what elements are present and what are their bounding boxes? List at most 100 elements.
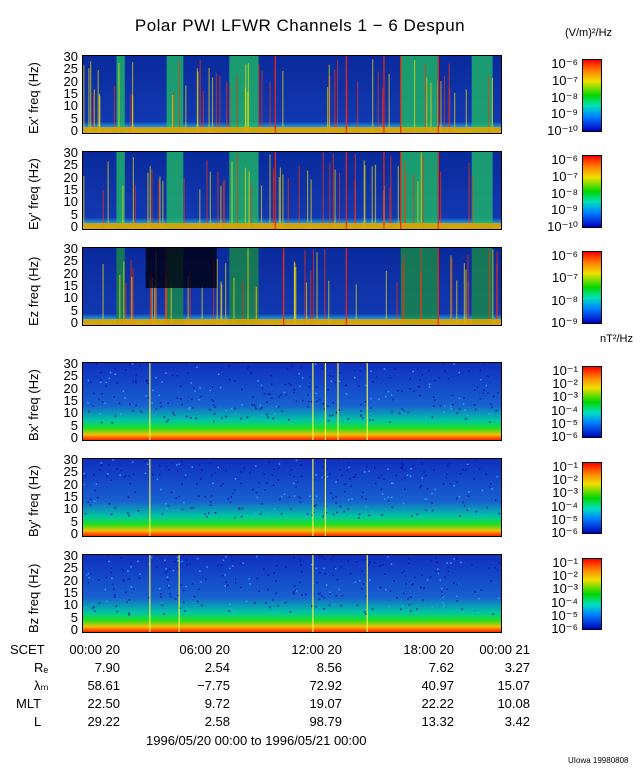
noise-speckle <box>320 609 323 612</box>
noise-speckle <box>288 419 290 421</box>
noise-speckle <box>227 497 229 500</box>
noise-speckle <box>267 574 269 576</box>
noise-speckle <box>119 474 121 476</box>
noise-speckle <box>91 607 94 609</box>
noise-speckle <box>479 397 482 400</box>
noise-speckle <box>164 572 167 574</box>
colorbar-tick-label: 10⁻⁴ <box>551 402 578 418</box>
burst-region <box>166 152 184 229</box>
noise-speckle <box>442 602 445 604</box>
noise-speckle <box>120 413 122 416</box>
noise-speckle <box>176 397 178 399</box>
noise-speckle <box>423 587 425 589</box>
noise-speckle <box>464 418 467 420</box>
ephemeris-value-times: 06:00 20 <box>179 642 230 657</box>
noise-speckle <box>104 402 106 404</box>
noise-speckle <box>441 595 443 597</box>
y-tick-label: 25 <box>63 61 78 77</box>
noise-speckle <box>205 515 208 518</box>
noise-speckle <box>339 505 342 508</box>
noise-speckle <box>344 384 347 386</box>
noise-speckle <box>497 392 499 394</box>
noise-speckle <box>99 371 102 374</box>
noise-speckle <box>444 370 446 372</box>
noise-speckle <box>158 394 160 397</box>
noise-speckle <box>256 496 258 499</box>
spectrogram-background <box>83 555 501 632</box>
noise-speckle <box>219 386 222 389</box>
ephemeris-value-MLT: 10.08 <box>497 696 530 711</box>
noise-speckle <box>327 405 329 408</box>
y-tick-label: 20 <box>63 169 78 185</box>
noise-speckle <box>316 581 318 584</box>
noise-speckle <box>185 415 188 418</box>
noise-speckle <box>360 410 362 412</box>
y-tick-label: 10 <box>63 290 78 306</box>
noise-speckle <box>221 574 224 577</box>
noise-speckle <box>132 410 134 412</box>
noise-speckle <box>369 561 371 564</box>
noise-speckle <box>426 498 428 500</box>
noise-speckle <box>367 563 370 566</box>
noise-speckle <box>278 463 281 465</box>
ephem-label-re: Rₑ <box>34 660 49 675</box>
noise-speckle <box>89 498 92 501</box>
noise-speckle <box>100 462 103 464</box>
colorbar-tick-label: 10⁻⁶ <box>551 248 578 263</box>
noise-speckle <box>127 512 129 514</box>
noise-speckle <box>412 465 414 467</box>
noise-speckle <box>311 605 313 607</box>
noise-speckle <box>122 579 125 581</box>
noise-speckle <box>443 606 445 608</box>
noise-speckle <box>132 380 135 383</box>
noise-speckle <box>217 373 220 376</box>
noise-speckle <box>389 377 392 379</box>
burst-region <box>400 152 439 229</box>
noise-speckle <box>328 473 331 475</box>
noise-speckle <box>221 467 223 470</box>
noise-speckle <box>420 463 423 465</box>
noise-speckle <box>112 459 114 461</box>
colorbar-tick-label: 10⁻² <box>552 376 578 392</box>
noise-speckle <box>146 463 149 465</box>
noise-speckle <box>146 379 148 381</box>
noise-speckle <box>281 495 283 498</box>
noise-speckle <box>111 421 113 424</box>
noise-speckle <box>411 515 413 517</box>
noise-speckle <box>181 508 184 511</box>
noise-speckle <box>492 613 494 615</box>
noise-speckle <box>331 414 334 416</box>
noise-speckle <box>275 580 277 582</box>
noise-speckle <box>234 413 237 415</box>
noise-speckle <box>354 473 357 476</box>
noise-speckle <box>166 584 169 587</box>
noise-speckle <box>177 594 179 597</box>
noise-speckle <box>133 588 135 590</box>
noise-speckle <box>319 572 321 574</box>
noise-speckle <box>176 464 178 466</box>
y-tick-label: 30 <box>63 145 78 160</box>
noise-speckle <box>491 488 494 490</box>
burst-region <box>471 248 493 325</box>
noise-speckle <box>438 570 440 573</box>
noise-speckle <box>106 475 108 477</box>
noise-speckle <box>139 573 141 575</box>
noise-speckle <box>217 564 219 567</box>
noise-speckle <box>335 595 338 597</box>
noise-speckle <box>332 497 334 499</box>
noise-speckle <box>339 469 341 471</box>
noise-speckle <box>323 408 326 410</box>
noise-speckle <box>459 473 462 475</box>
noise-speckle <box>387 500 390 502</box>
y-tick-label: 5 <box>70 206 78 222</box>
noise-speckle <box>234 478 237 480</box>
noise-speckle <box>355 561 358 563</box>
noise-speckle <box>161 513 164 515</box>
noise-speckle <box>293 389 296 391</box>
time-range: 1996/05/20 00:00 to 1996/05/21 00:00 <box>146 733 367 748</box>
colorbar-tick-label: 10⁻⁶ <box>551 621 578 636</box>
noise-speckle <box>456 497 458 500</box>
noise-speckle <box>285 566 287 568</box>
noise-speckle <box>181 460 183 462</box>
noise-speckle <box>294 589 297 592</box>
